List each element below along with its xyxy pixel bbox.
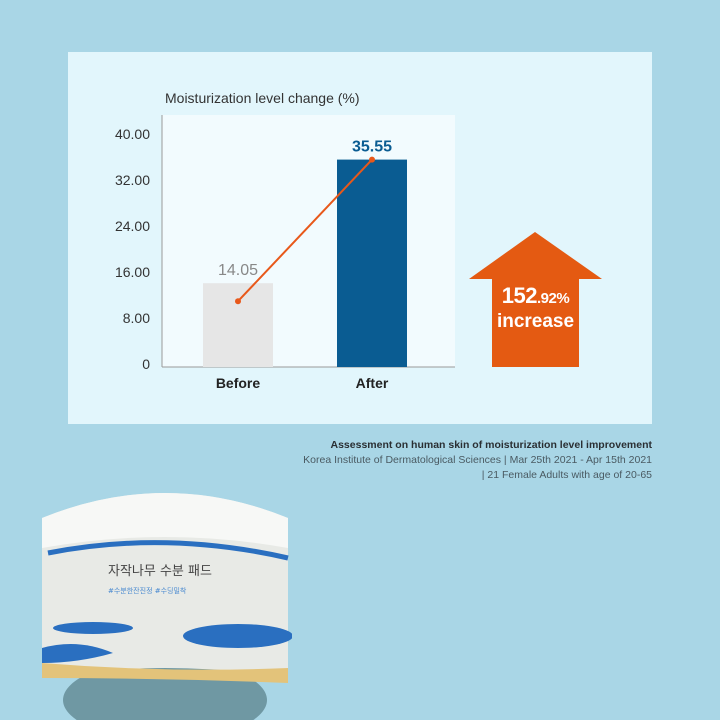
increase-label: increase [496, 311, 575, 332]
trend-line [237, 158, 373, 302]
product-name: 자작나무 수분 패드 [108, 564, 212, 579]
trend-point [369, 156, 375, 163]
x-tick-label: After [356, 375, 389, 391]
footnote-line1: Korea Institute of Dermatological Scienc… [303, 454, 652, 466]
product-jar-image: 자작나무 수분 패드 #수분한잔진정 #수딩밀착 [42, 493, 292, 720]
y-tick-label: 8.00 [123, 310, 150, 326]
footnote: Assessment on human skin of moisturizati… [303, 438, 652, 483]
footnote-title: Assessment on human skin of moisturizati… [330, 439, 653, 451]
y-tick-label: 40.00 [115, 126, 150, 142]
data-label: 14.05 [218, 262, 258, 279]
data-label: 35.55 [352, 139, 392, 156]
bar-after [337, 159, 407, 367]
y-tick-label: 0 [142, 356, 150, 372]
x-tick-label: Before [216, 375, 261, 391]
y-tick-label: 24.00 [115, 218, 150, 234]
increase-decimal: .92% [537, 290, 570, 307]
footnote-line2: | 21 Female Adults with age of 20-65 [481, 469, 652, 481]
up-arrow-icon [469, 232, 602, 367]
y-tick-label: 32.00 [115, 172, 150, 188]
increase-value: 152 [501, 283, 538, 308]
chart-title: Moisturization level change (%) [165, 90, 360, 106]
trend-point [235, 298, 241, 305]
increase-callout: 152.92% increase [469, 283, 602, 333]
bar-before [203, 283, 273, 367]
product-tags: #수분한잔진정 #수딩밀착 [108, 586, 187, 595]
y-tick-label: 16.00 [115, 264, 150, 280]
